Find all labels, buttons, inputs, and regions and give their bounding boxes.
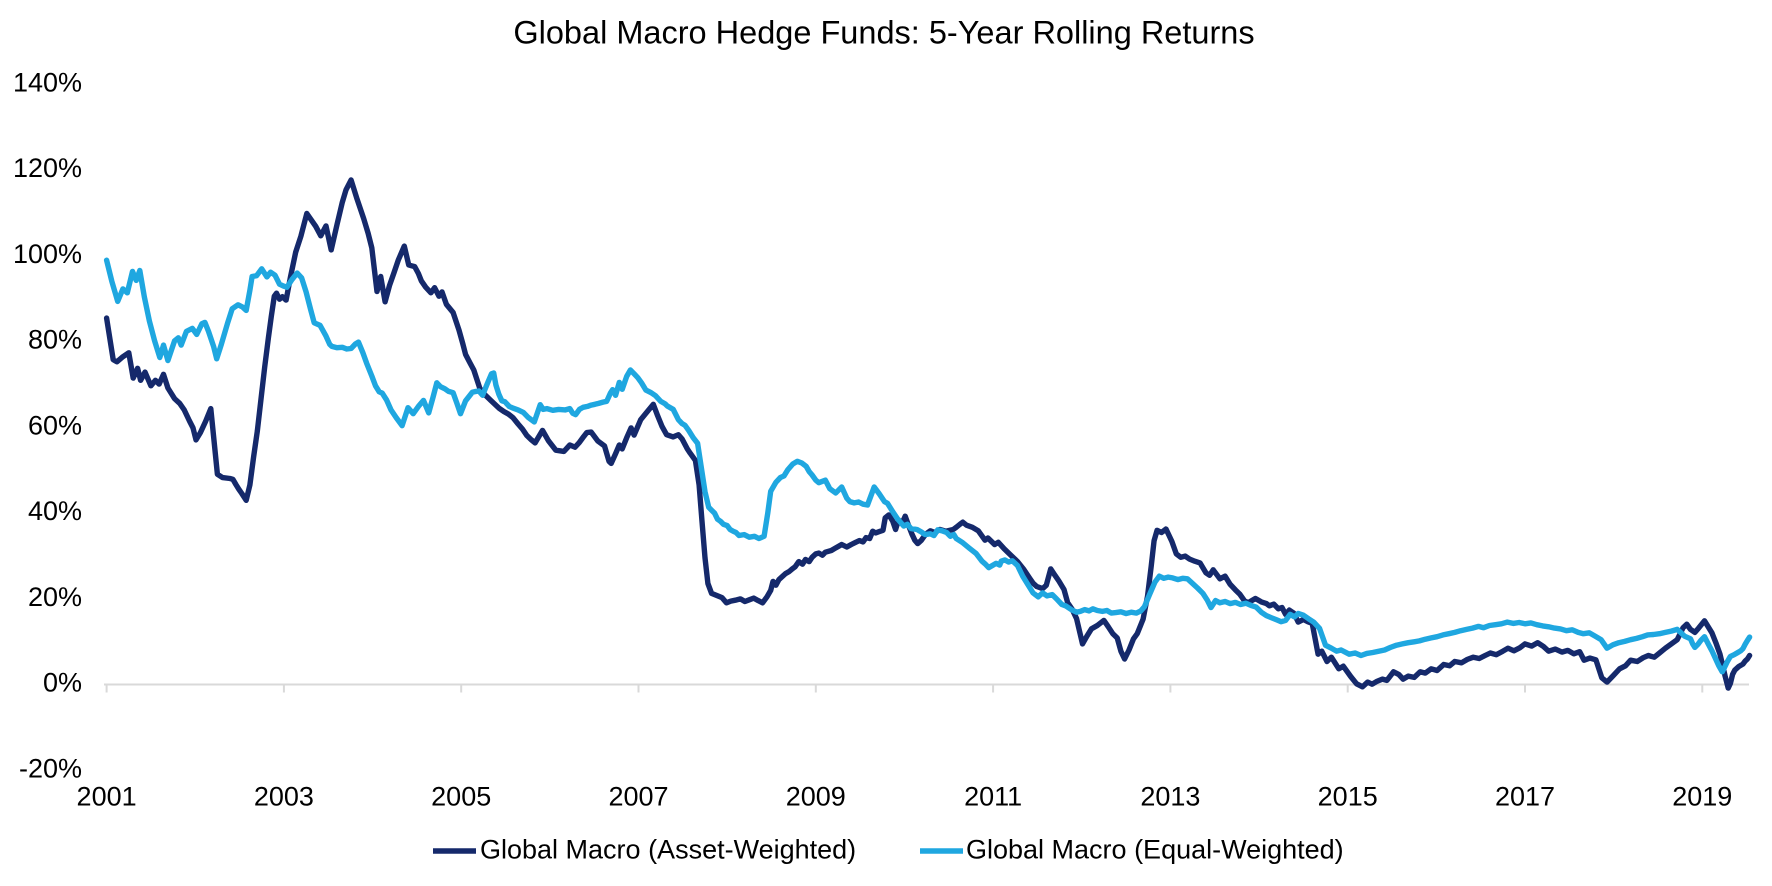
svg-text:0%: 0% xyxy=(43,668,82,698)
svg-text:60%: 60% xyxy=(28,410,82,440)
svg-text:2013: 2013 xyxy=(1140,782,1200,812)
svg-text:2017: 2017 xyxy=(1495,782,1555,812)
svg-text:Global Macro (Asset-Weighted): Global Macro (Asset-Weighted) xyxy=(480,835,856,865)
svg-text:2007: 2007 xyxy=(608,782,668,812)
svg-text:2003: 2003 xyxy=(254,782,314,812)
svg-text:Global Macro (Equal-Weighted): Global Macro (Equal-Weighted) xyxy=(966,835,1344,865)
svg-text:2005: 2005 xyxy=(431,782,491,812)
svg-text:Global Macro Hedge Funds: 5-Ye: Global Macro Hedge Funds: 5-Year Rolling… xyxy=(513,15,1254,51)
svg-text:40%: 40% xyxy=(28,496,82,526)
svg-text:100%: 100% xyxy=(13,239,82,269)
svg-text:2011: 2011 xyxy=(964,782,1022,812)
svg-text:2019: 2019 xyxy=(1672,782,1732,812)
svg-text:120%: 120% xyxy=(13,153,82,183)
svg-text:80%: 80% xyxy=(28,325,82,355)
svg-text:140%: 140% xyxy=(13,67,82,97)
svg-text:2015: 2015 xyxy=(1318,782,1378,812)
svg-text:20%: 20% xyxy=(28,582,82,612)
svg-text:-20%: -20% xyxy=(19,753,82,783)
svg-text:2001: 2001 xyxy=(77,782,137,812)
svg-text:2009: 2009 xyxy=(786,782,846,812)
